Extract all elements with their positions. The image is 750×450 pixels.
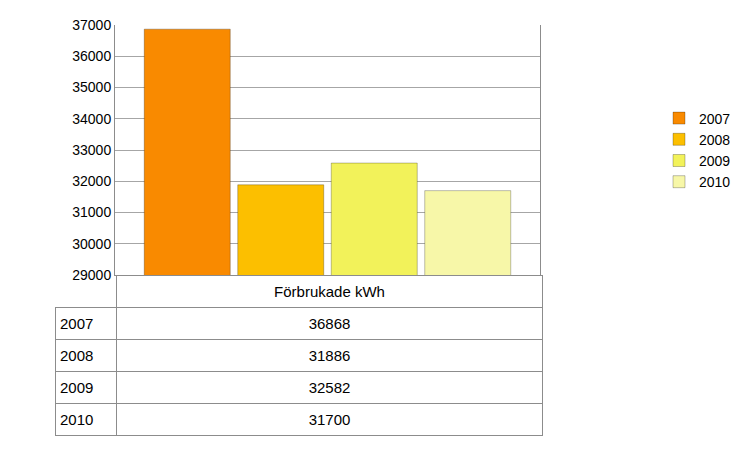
html-text:2007: 2007 xyxy=(60,315,94,332)
svg-text:36000: 36000 xyxy=(72,48,111,64)
html-text:36868: 36868 xyxy=(308,315,351,332)
svg-text:32000: 32000 xyxy=(72,173,111,189)
html-text:31700: 31700 xyxy=(308,411,351,428)
svg-text:2008: 2008 xyxy=(699,132,730,148)
svg-text:31000: 31000 xyxy=(72,204,111,220)
svg-text:37000: 37000 xyxy=(72,17,111,33)
svg-text:2009: 2009 xyxy=(699,153,730,169)
svg-text:2007: 2007 xyxy=(699,111,730,127)
html-text:2008: 2008 xyxy=(60,347,94,364)
svg-text:34000: 34000 xyxy=(72,111,111,127)
svg-text:2010: 2010 xyxy=(699,174,730,190)
svg-text:29000: 29000 xyxy=(72,267,111,283)
svg-text:35000: 35000 xyxy=(72,79,111,95)
html-text:2009: 2009 xyxy=(60,379,94,396)
svg-text:33000: 33000 xyxy=(72,142,111,158)
html-text:2010: 2010 xyxy=(60,411,94,428)
html-text:Förbrukade kWh: Förbrukade kWh xyxy=(274,283,385,300)
svg-text:30000: 30000 xyxy=(72,236,111,252)
html-text:32582: 32582 xyxy=(308,379,351,396)
html-text:31886: 31886 xyxy=(308,347,351,364)
